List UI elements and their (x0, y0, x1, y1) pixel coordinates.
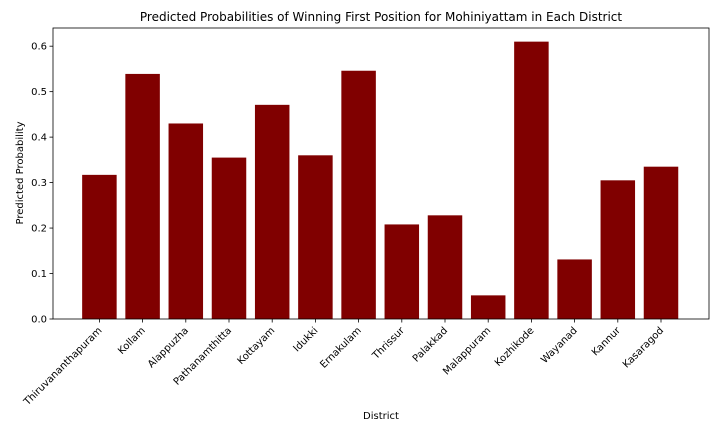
x-tick-label: Thrissur (370, 325, 408, 363)
x-tick-label: Idukki (292, 325, 321, 354)
x-tick-label: Kollam (116, 325, 148, 357)
x-tick-label: Thiruvananthapuram (21, 325, 104, 408)
plot-area-frame (52, 27, 710, 320)
y-tick-label: 0.0 (31, 315, 47, 326)
bar (427, 215, 463, 319)
bar (470, 295, 506, 319)
bar (298, 155, 333, 319)
bar (643, 166, 679, 319)
x-tick-label: Kasaragod (621, 325, 666, 370)
x-tick-label: Wayanad (539, 325, 579, 365)
bar (125, 73, 160, 319)
y-tick-label: 0.3 (31, 178, 47, 189)
y-tick-label: 0.6 (31, 42, 47, 53)
bar (254, 104, 290, 319)
y-tick-label: 0.2 (31, 224, 47, 235)
bar (557, 259, 592, 319)
bar (600, 180, 636, 319)
bar (168, 123, 204, 319)
bar (82, 174, 117, 319)
x-tick-label: Ernakulam (318, 325, 363, 370)
y-axis-label: Predicted Probability (15, 121, 26, 224)
bar (384, 224, 420, 319)
x-tick-label: Kannur (590, 325, 624, 359)
y-tick-label: 0.1 (31, 269, 47, 280)
x-axis-label: District (363, 411, 399, 422)
chart-title: Predicted Probabilities of Winning First… (140, 10, 622, 24)
y-tick-label: 0.5 (31, 87, 47, 98)
bar (514, 41, 549, 319)
y-axis-ticks: 0.0 0.1 0.2 0.3 0.4 0.5 0.6 (31, 42, 53, 326)
x-tick-label: Alappuzha (146, 325, 191, 370)
bars-group (82, 41, 679, 320)
bar (341, 70, 376, 320)
bar (211, 157, 247, 319)
x-tick-label: Kozhikode (493, 325, 537, 369)
x-tick-label: Kottayam (236, 325, 278, 367)
x-tick-label: Palakkad (411, 325, 450, 364)
x-axis-ticks: Thiruvananthapuram KollamAlappuzhaPathana… (21, 319, 666, 408)
y-tick-label: 0.4 (31, 133, 47, 144)
